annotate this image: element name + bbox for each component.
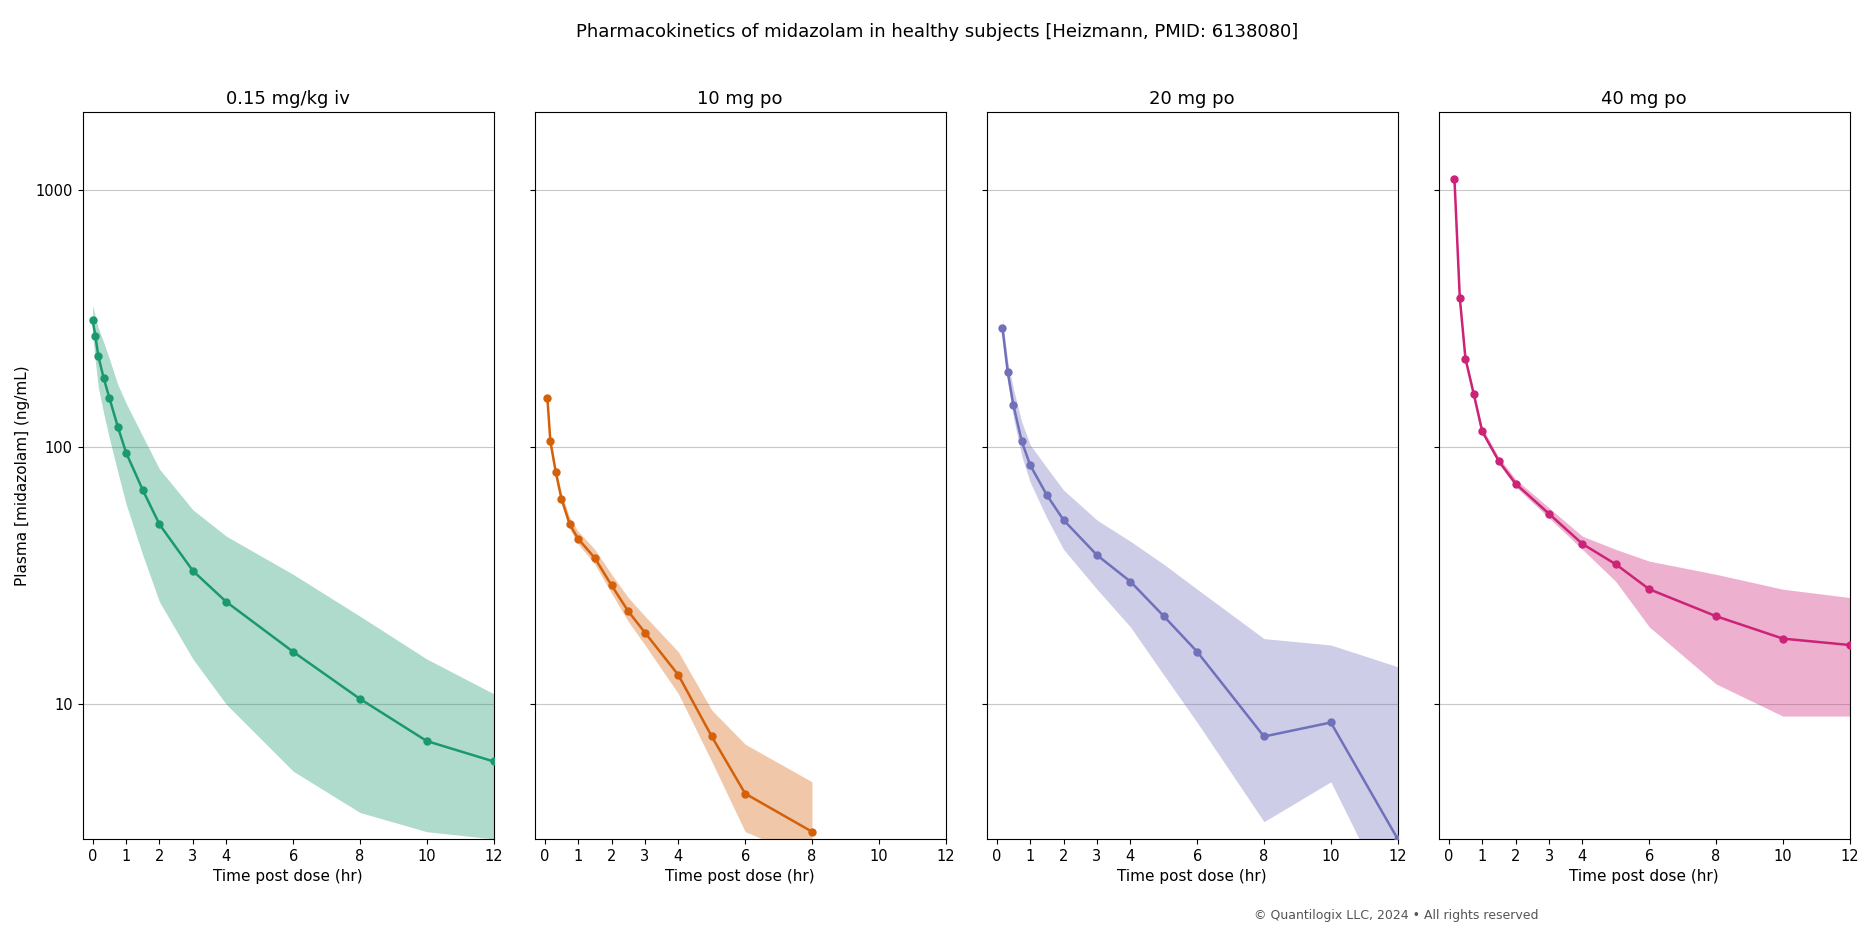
Y-axis label: Plasma [midazolam] (ng/mL): Plasma [midazolam] (ng/mL) [15,365,30,586]
Title: 0.15 mg/kg iv: 0.15 mg/kg iv [227,90,350,108]
Text: © Quantilogix LLC, 2024 • All rights reserved: © Quantilogix LLC, 2024 • All rights res… [1253,909,1538,922]
X-axis label: Time post dose (hr): Time post dose (hr) [1568,870,1718,884]
X-axis label: Time post dose (hr): Time post dose (hr) [214,870,363,884]
Text: Pharmacokinetics of midazolam in healthy subjects [Heizmann, PMID: 6138080]: Pharmacokinetics of midazolam in healthy… [575,23,1298,41]
X-axis label: Time post dose (hr): Time post dose (hr) [1116,870,1266,884]
Title: 40 mg po: 40 mg po [1601,90,1686,108]
Title: 20 mg po: 20 mg po [1148,90,1234,108]
Title: 10 mg po: 10 mg po [697,90,783,108]
X-axis label: Time post dose (hr): Time post dose (hr) [665,870,815,884]
